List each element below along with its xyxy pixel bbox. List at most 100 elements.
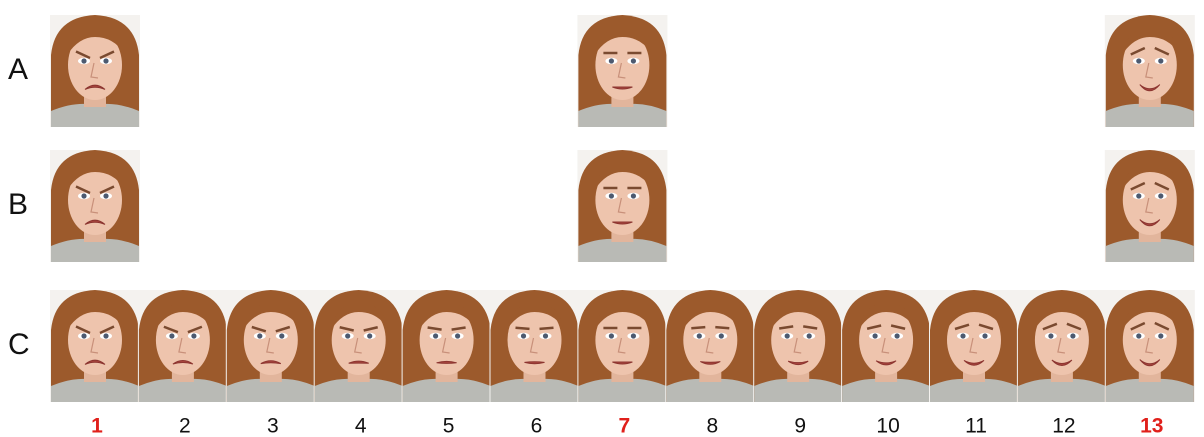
brow (978, 323, 994, 331)
brow (1130, 321, 1146, 331)
nose (90, 197, 99, 214)
iris (1070, 333, 1076, 339)
nose (441, 337, 450, 354)
sweater (754, 378, 843, 402)
face-image (841, 290, 932, 402)
iris (608, 58, 614, 64)
column-label: 1 (91, 415, 103, 437)
row-label: A (8, 53, 28, 86)
column-label: 13 (1140, 415, 1163, 437)
brow (363, 326, 378, 332)
iris (81, 333, 87, 339)
nose (266, 337, 274, 354)
mouth (348, 360, 369, 364)
iris (455, 333, 461, 339)
skin (595, 165, 650, 235)
sweater (314, 378, 403, 402)
sweater (666, 378, 755, 402)
iris (103, 58, 109, 64)
brow (954, 323, 970, 331)
brow (275, 325, 291, 333)
column-label: 6 (531, 415, 543, 437)
sweater (1017, 378, 1106, 402)
iris (630, 333, 636, 339)
fringe (1121, 163, 1179, 190)
fringe (1121, 303, 1179, 330)
skin (1122, 30, 1177, 100)
mouth (700, 361, 721, 365)
face-image (313, 290, 404, 402)
column-label: 11 (965, 415, 987, 437)
skin (243, 305, 298, 375)
row-label: B (8, 188, 28, 221)
skin (947, 305, 1001, 375)
skin (155, 305, 210, 375)
fringe (506, 303, 564, 330)
brow (1042, 322, 1058, 331)
iris (169, 333, 175, 339)
iris (982, 333, 988, 339)
brow (1154, 321, 1170, 331)
brow (1154, 46, 1170, 56)
skin (331, 305, 386, 375)
mouth (875, 360, 897, 366)
skin (1122, 305, 1177, 375)
iris (1136, 333, 1142, 339)
iris (103, 193, 109, 199)
column-label: 4 (355, 415, 367, 437)
mouth (1139, 219, 1161, 227)
brow (427, 326, 442, 331)
skin (68, 165, 122, 235)
iris (103, 333, 109, 339)
iris (257, 333, 263, 339)
nose (1145, 337, 1153, 354)
iris (806, 333, 812, 339)
nose (1057, 337, 1065, 354)
column-label: 7 (619, 415, 631, 437)
fringe (858, 303, 916, 330)
mouth (524, 361, 545, 365)
column-label: 12 (1052, 415, 1075, 437)
face-image (401, 290, 492, 402)
brow (1130, 181, 1146, 191)
column-label: 10 (876, 415, 899, 437)
brow (779, 325, 794, 330)
mouth (436, 360, 457, 364)
brow (163, 325, 179, 334)
nose (353, 337, 362, 354)
face-image (1104, 290, 1195, 402)
sweater (51, 378, 139, 402)
column-label: 5 (443, 415, 455, 437)
nose (617, 337, 626, 354)
fringe (594, 163, 652, 190)
brow (866, 324, 882, 330)
iris (696, 333, 702, 339)
skin (1122, 165, 1177, 235)
iris (81, 193, 87, 199)
iris (1158, 333, 1164, 339)
mouth (1051, 359, 1073, 366)
iris (1158, 58, 1164, 64)
brow (99, 325, 115, 335)
mouth (84, 219, 106, 225)
face-image (50, 150, 140, 262)
nose (90, 62, 99, 79)
iris (718, 333, 724, 339)
mouth (84, 84, 106, 90)
brow (451, 326, 466, 331)
mouth (787, 360, 809, 366)
iris (784, 333, 790, 339)
face-image (665, 290, 756, 402)
iris (1048, 333, 1054, 339)
iris (345, 333, 351, 339)
brow (99, 185, 115, 195)
sweater (1105, 103, 1194, 127)
iris (1136, 58, 1142, 64)
skin (507, 305, 562, 375)
fringe (594, 28, 652, 55)
brow (1154, 181, 1170, 191)
nose (881, 337, 890, 354)
nose (1145, 197, 1153, 214)
skin (859, 305, 914, 375)
